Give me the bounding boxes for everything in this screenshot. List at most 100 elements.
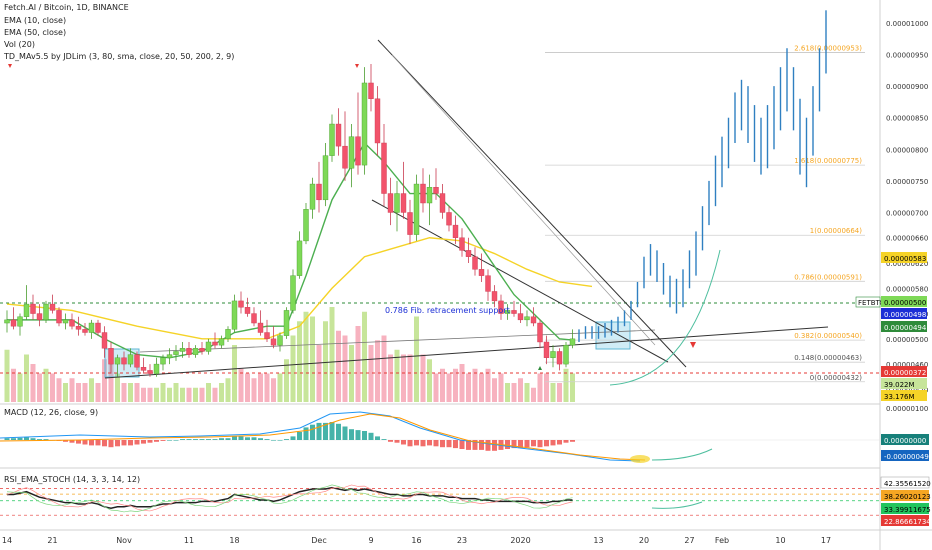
- volume-bar: [420, 354, 426, 402]
- macd-histogram-bar: [128, 440, 133, 446]
- volume-bar: [219, 383, 224, 402]
- candle-body: [381, 142, 387, 194]
- volume-bar: [121, 383, 127, 402]
- legend-macd[interactable]: MACD (12, 26, close, 9): [4, 408, 99, 417]
- volume-bar: [505, 383, 510, 402]
- candle-body: [439, 193, 446, 213]
- x-axis-tick-label: 27: [684, 536, 694, 545]
- candle-body: [17, 316, 23, 327]
- volume-bar: [271, 378, 276, 402]
- candle-body: [153, 363, 160, 374]
- candle-body: [550, 351, 556, 358]
- projection-curve: [609, 249, 721, 386]
- volume-bar: [290, 335, 296, 402]
- trendline-long: [104, 326, 829, 379]
- candle-body: [361, 82, 368, 166]
- volume-bar: [43, 368, 49, 402]
- macd-histogram-bar: [388, 440, 393, 442]
- x-axis-tick-label: Nov: [116, 536, 132, 545]
- candle-body: [413, 183, 420, 235]
- macd-histogram-bar: [258, 438, 263, 440]
- candle-body: [342, 145, 348, 169]
- x-axis-tick-label: Feb: [715, 536, 729, 545]
- y-axis-tick-label: 0.00000500: [886, 336, 928, 344]
- legend-ema10[interactable]: EMA (10, close): [4, 16, 67, 25]
- candle-body: [30, 303, 36, 314]
- macd-histogram-bar: [82, 440, 88, 445]
- volume-bar: [498, 373, 504, 402]
- volume-bar: [453, 368, 458, 402]
- candle-body: [179, 348, 186, 352]
- stoch-k-line: [6, 484, 573, 512]
- volume-bar: [56, 378, 62, 402]
- candle-body: [10, 319, 17, 327]
- candle-body: [270, 338, 277, 346]
- macd-histogram-bar: [121, 440, 127, 446]
- macd-histogram-bar: [277, 440, 283, 441]
- volume-bar: [245, 373, 250, 402]
- legend-volume[interactable]: Vol (20): [4, 40, 35, 49]
- candle-body: [355, 136, 361, 166]
- macd-histogram-bar: [537, 440, 543, 448]
- candle-body: [205, 341, 212, 352]
- macd-histogram-bar: [290, 436, 296, 440]
- candle-body: [407, 212, 413, 235]
- price-tag: [881, 252, 927, 263]
- candle-body: [446, 212, 452, 226]
- candle-body: [563, 344, 569, 365]
- macd-histogram-bar: [11, 438, 16, 440]
- sell-arrow-icon: [355, 64, 359, 68]
- price-tag-label: 0.00000500: [884, 299, 926, 307]
- volume-bar: [251, 378, 257, 402]
- legend-td-ma[interactable]: TD_MAv5.5 by JDLim (3, 80, sma, close, 2…: [4, 52, 235, 61]
- candle-body: [140, 367, 147, 371]
- volume-bar: [225, 378, 231, 402]
- candle-body: [316, 183, 322, 201]
- macd-histogram-bar: [297, 431, 302, 440]
- volume-bar: [459, 364, 465, 402]
- macd-histogram-bar: [433, 440, 439, 447]
- candle-body: [238, 300, 244, 308]
- rsi-tag: [880, 476, 930, 489]
- macd-histogram-bar: [186, 439, 192, 440]
- legend-rsi-stoch[interactable]: RSI_EMA_STOCH (14, 3, 3, 14, 12): [4, 475, 141, 484]
- y-axis-tick-label: 0.00000800: [886, 146, 928, 154]
- macd-histogram-bar: [284, 439, 289, 440]
- macd-histogram-bar: [141, 440, 146, 444]
- candle-body: [368, 82, 374, 99]
- macd-histogram-bar: [420, 440, 426, 447]
- volume-bar: [570, 373, 575, 402]
- price-tag-label: 0.00000583: [884, 255, 926, 263]
- fib-level-label: 0.786(0.00000591): [794, 273, 862, 281]
- fib-level-label: 1(0.00000664): [810, 227, 862, 235]
- symbol-title[interactable]: Fetch.AI / Bitcoin, 1D, BINANCE: [4, 3, 129, 12]
- candle-body: [4, 319, 10, 324]
- macd-histogram-bar: [407, 440, 413, 447]
- price-tag: [881, 321, 927, 332]
- y-axis-tick-label: 0.00000460: [886, 361, 928, 369]
- volume-bar: [531, 387, 536, 402]
- macd-histogram-bar: [557, 440, 562, 445]
- candle-body: [166, 354, 173, 358]
- macd-histogram-bar: [550, 440, 556, 446]
- macd-histogram-bar: [531, 440, 536, 447]
- volume-bar: [17, 373, 23, 402]
- candle-body: [511, 310, 517, 314]
- wedge-inner-line: [391, 54, 656, 346]
- volume-bar: [89, 378, 94, 402]
- volume-bar: [550, 383, 556, 402]
- volume-bar: [511, 383, 517, 402]
- x-axis-tick-label: 18: [229, 536, 239, 545]
- x-axis-tick-label: 16: [411, 536, 421, 545]
- volume-bar: [492, 378, 497, 402]
- candle-body: [114, 357, 121, 365]
- legend-ema50[interactable]: EMA (50, close): [4, 28, 67, 37]
- macd-histogram-bar: [37, 439, 42, 440]
- macd-histogram-bar: [89, 440, 94, 446]
- volume-bar: [381, 335, 387, 402]
- candle-body: [465, 250, 472, 257]
- candle-body: [56, 310, 62, 324]
- macd-projection-curve: [651, 448, 713, 461]
- volume-bar: [258, 373, 263, 402]
